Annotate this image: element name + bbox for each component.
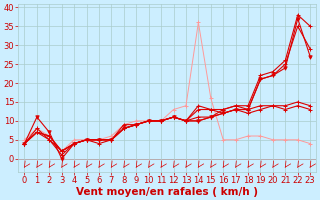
X-axis label: Vent moyen/en rafales ( km/h ): Vent moyen/en rafales ( km/h ) [76, 187, 258, 197]
